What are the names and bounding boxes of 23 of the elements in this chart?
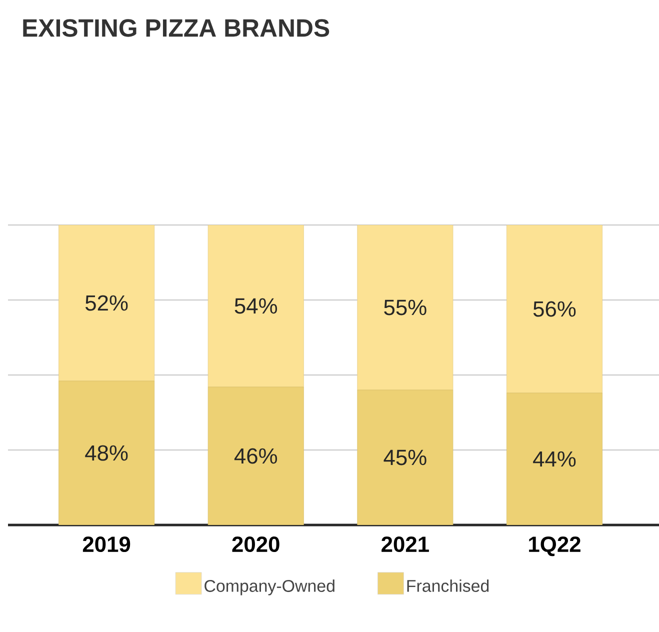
bar — [357, 224, 454, 390]
bar — [357, 390, 454, 525]
data-label: 55% — [384, 300, 426, 316]
bar — [58, 224, 155, 382]
data-label: 54% — [234, 298, 278, 314]
x-tick-label: 2019 — [82, 536, 130, 552]
legend-label: Franchised — [407, 580, 489, 592]
bar — [58, 380, 155, 525]
bar — [506, 224, 602, 394]
data-label: 46% — [234, 448, 278, 464]
data-label: 48% — [85, 445, 128, 461]
bar — [506, 392, 602, 525]
data-label: 44% — [533, 451, 576, 467]
data-label: 56% — [533, 301, 576, 317]
legend-label: Company-Owned — [204, 580, 334, 596]
data-label: 52% — [85, 295, 128, 311]
bar — [208, 224, 304, 388]
x-tick-label: 1Q22 — [529, 536, 580, 556]
x-tick-label: 2020 — [232, 536, 280, 552]
chart-title: EXISTING PIZZA BRANDS — [23, 19, 330, 37]
x-tick-label: 2021 — [382, 536, 429, 552]
bar — [208, 386, 304, 525]
data-label: 45% — [384, 450, 426, 466]
